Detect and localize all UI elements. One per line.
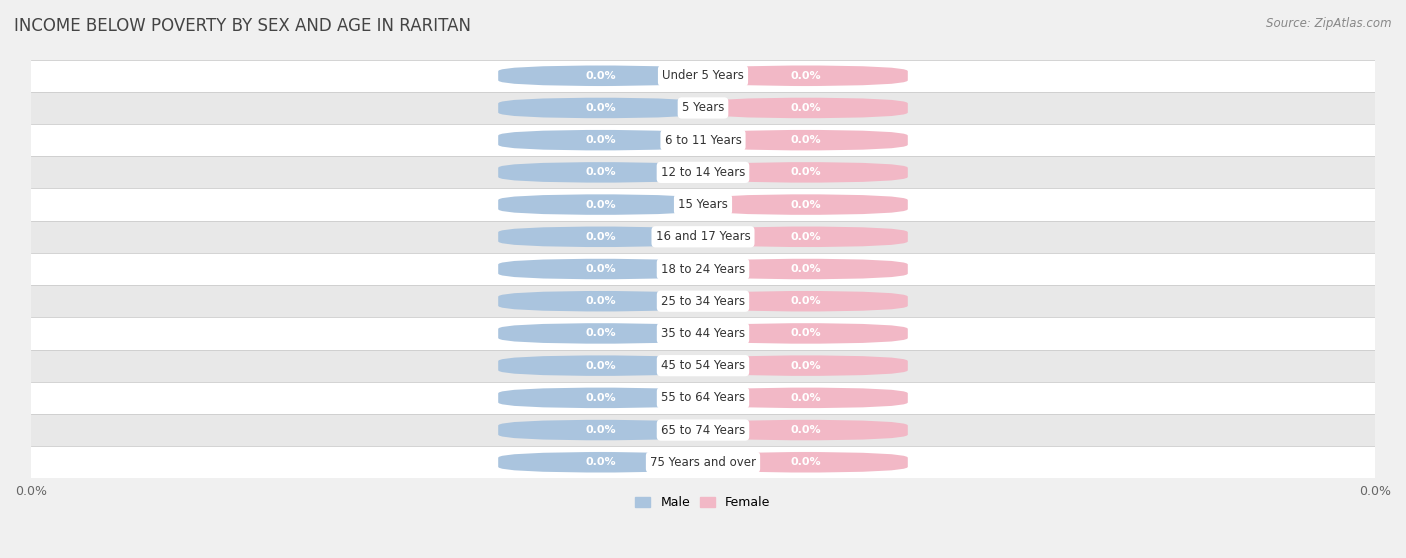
FancyBboxPatch shape (703, 162, 908, 182)
FancyBboxPatch shape (498, 130, 703, 151)
FancyBboxPatch shape (703, 291, 908, 311)
FancyBboxPatch shape (498, 65, 703, 86)
Bar (31, 253, 1375, 285)
Text: 0.0%: 0.0% (585, 329, 616, 339)
Text: 0.0%: 0.0% (585, 71, 616, 81)
Text: 55 to 64 Years: 55 to 64 Years (661, 391, 745, 405)
Text: 0.0%: 0.0% (585, 425, 616, 435)
FancyBboxPatch shape (703, 259, 908, 280)
Text: 0.0%: 0.0% (585, 296, 616, 306)
Text: 0.0%: 0.0% (790, 329, 821, 339)
Text: 18 to 24 Years: 18 to 24 Years (661, 262, 745, 276)
FancyBboxPatch shape (703, 130, 908, 151)
Text: 0.0%: 0.0% (585, 393, 616, 403)
Text: 0.0%: 0.0% (790, 425, 821, 435)
FancyBboxPatch shape (498, 420, 703, 440)
Text: 15 Years: 15 Years (678, 198, 728, 211)
Legend: Male, Female: Male, Female (630, 491, 776, 514)
Text: 0.0%: 0.0% (790, 264, 821, 274)
Text: 16 and 17 Years: 16 and 17 Years (655, 230, 751, 243)
FancyBboxPatch shape (498, 388, 703, 408)
Text: Source: ZipAtlas.com: Source: ZipAtlas.com (1267, 17, 1392, 30)
Text: 0.0%: 0.0% (790, 71, 821, 81)
Text: 0.0%: 0.0% (585, 264, 616, 274)
FancyBboxPatch shape (703, 194, 908, 215)
Text: 0.0%: 0.0% (585, 457, 616, 467)
Bar (31, 349, 1375, 382)
Bar (31, 124, 1375, 156)
Bar (31, 414, 1375, 446)
Text: 0.0%: 0.0% (585, 360, 616, 371)
Text: 0.0%: 0.0% (585, 103, 616, 113)
FancyBboxPatch shape (703, 65, 908, 86)
Bar (31, 189, 1375, 221)
FancyBboxPatch shape (498, 98, 703, 118)
Text: 12 to 14 Years: 12 to 14 Years (661, 166, 745, 179)
Text: 65 to 74 Years: 65 to 74 Years (661, 424, 745, 436)
Text: 5 Years: 5 Years (682, 102, 724, 114)
Text: 25 to 34 Years: 25 to 34 Years (661, 295, 745, 307)
FancyBboxPatch shape (703, 452, 908, 473)
Text: Under 5 Years: Under 5 Years (662, 69, 744, 82)
Text: INCOME BELOW POVERTY BY SEX AND AGE IN RARITAN: INCOME BELOW POVERTY BY SEX AND AGE IN R… (14, 17, 471, 35)
Text: 6 to 11 Years: 6 to 11 Years (665, 134, 741, 147)
FancyBboxPatch shape (703, 420, 908, 440)
FancyBboxPatch shape (498, 291, 703, 311)
Text: 0.0%: 0.0% (585, 232, 616, 242)
Text: 0.0%: 0.0% (790, 200, 821, 210)
FancyBboxPatch shape (498, 162, 703, 182)
Bar (31, 318, 1375, 349)
Text: 0.0%: 0.0% (585, 135, 616, 145)
Bar (31, 60, 1375, 92)
Text: 0.0%: 0.0% (790, 135, 821, 145)
Bar (31, 285, 1375, 318)
FancyBboxPatch shape (498, 355, 703, 376)
Text: 35 to 44 Years: 35 to 44 Years (661, 327, 745, 340)
Text: 0.0%: 0.0% (790, 457, 821, 467)
Text: 0.0%: 0.0% (790, 296, 821, 306)
FancyBboxPatch shape (498, 194, 703, 215)
Bar (31, 92, 1375, 124)
FancyBboxPatch shape (498, 452, 703, 473)
FancyBboxPatch shape (498, 227, 703, 247)
Text: 0.0%: 0.0% (790, 232, 821, 242)
Text: 0.0%: 0.0% (790, 103, 821, 113)
Text: 0.0%: 0.0% (790, 393, 821, 403)
Text: 0.0%: 0.0% (585, 200, 616, 210)
Bar (31, 221, 1375, 253)
Bar (31, 156, 1375, 189)
FancyBboxPatch shape (498, 323, 703, 344)
Text: 45 to 54 Years: 45 to 54 Years (661, 359, 745, 372)
FancyBboxPatch shape (703, 98, 908, 118)
Text: 0.0%: 0.0% (790, 360, 821, 371)
FancyBboxPatch shape (703, 227, 908, 247)
FancyBboxPatch shape (703, 388, 908, 408)
Text: 0.0%: 0.0% (585, 167, 616, 177)
Text: 0.0%: 0.0% (790, 167, 821, 177)
Bar (31, 382, 1375, 414)
FancyBboxPatch shape (703, 355, 908, 376)
Bar (31, 446, 1375, 478)
Text: 75 Years and over: 75 Years and over (650, 456, 756, 469)
FancyBboxPatch shape (703, 323, 908, 344)
FancyBboxPatch shape (498, 259, 703, 280)
